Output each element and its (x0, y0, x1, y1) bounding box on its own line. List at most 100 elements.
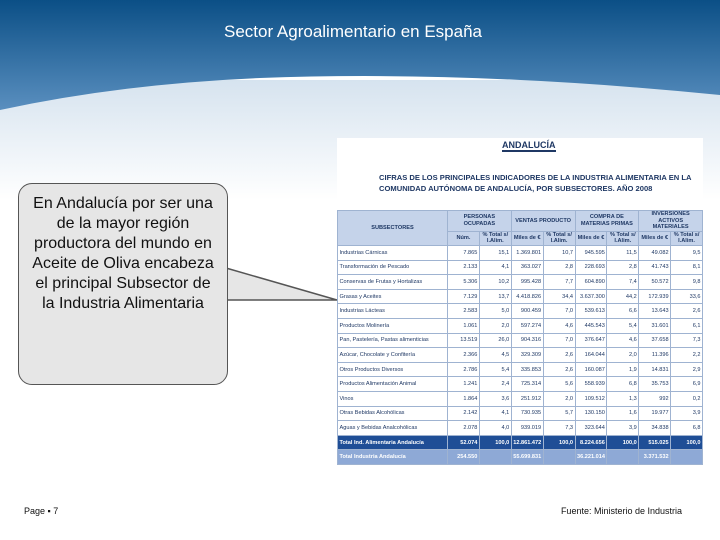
cell-value: 11.396 (638, 347, 672, 363)
cell-value: 7,3 (670, 332, 703, 349)
cell-value: 100,0 (478, 434, 512, 451)
cell-value: 2.583 (447, 303, 480, 320)
cell-value: 604.890 (574, 274, 608, 290)
table-row: Transformación de Pescado 2.133 4,1 363.027… (337, 259, 703, 276)
cell-value: 5.306 (447, 274, 480, 290)
subheader: Miles de € (638, 230, 672, 247)
subsector-name: Vinos (337, 391, 448, 407)
cell-value: 2.366 (447, 347, 480, 363)
cell-value: 3,9 (670, 405, 703, 422)
cell-value: 5,4 (478, 361, 512, 378)
subsector-name: Otras Bebidas Alcohólicas (337, 405, 448, 422)
cell-value: 6,6 (606, 303, 640, 320)
cell-value: 2,9 (670, 361, 703, 378)
cell-value: 130.150 (574, 405, 608, 422)
cell-value: 5,6 (542, 376, 576, 393)
table-row: Productos Molinería 1.061 2,0 597.274 4,6 445… (337, 318, 703, 334)
table-row: Industrias Cárnicas 7.865 15,1 1.369.801 10,… (337, 245, 703, 261)
subheader: % Total s/ I.Alim. (542, 230, 576, 247)
cell-value: 4,1 (478, 405, 512, 422)
cell-value: 10,2 (478, 274, 512, 290)
cell-value: 5,0 (478, 303, 512, 320)
header-row: SUBSECTORES PERSONAS OCUPADAS VENTAS PRODU… (337, 209, 703, 247)
cell-value: 515.025 (638, 434, 672, 451)
subsector-name: Aguas y Bebidas Analcohólicas (337, 420, 448, 436)
subsector-name: Total Ind. Alimentaria Andalucía (337, 434, 448, 451)
cell-value: 1,3 (606, 391, 640, 407)
cell-value: 904.316 (510, 332, 544, 349)
cell-value: 335.853 (510, 361, 544, 378)
subsector-name: Otros Productos Diversos (337, 361, 448, 378)
cell-value: 900.459 (510, 303, 544, 320)
cell-value: 36.221.014 (574, 449, 608, 465)
cell-value: 254.550 (447, 449, 480, 465)
cell-value: 2,6 (542, 361, 576, 378)
subsector-name: Pan, Pastelería, Pastas alimenticias (337, 332, 448, 349)
subheader: Miles de € (574, 230, 608, 247)
cell-value: 7,0 (542, 303, 576, 320)
cell-value: 10,7 (542, 245, 576, 261)
cell-value: 4,6 (542, 318, 576, 334)
cell-value: 37.658 (638, 332, 672, 349)
subheader: Miles de € (510, 230, 544, 247)
cell-value: 597.274 (510, 318, 544, 334)
cell-value: 44,2 (606, 288, 640, 305)
cell-value: 4,6 (606, 332, 640, 349)
cell-value: 558.939 (574, 376, 608, 393)
cell-value: 1,6 (606, 405, 640, 422)
cell-value: 2,8 (542, 259, 576, 276)
cell-value: 100,0 (542, 434, 576, 451)
subheader-row: Núm.% Total s/ I.Alim. Miles de €% Total … (338, 230, 703, 247)
cell-value: 14.831 (638, 361, 672, 378)
cell-value: 2,8 (606, 259, 640, 276)
group-header: VENTAS PRODUCTO (510, 210, 576, 232)
group-header: COMPRA DE MATERIAS PRIMAS (574, 210, 640, 232)
subsector-name: Azúcar, Chocolate y Confitería (337, 347, 448, 363)
cell-value: 33,6 (670, 288, 703, 305)
cell-value: 6,9 (670, 376, 703, 393)
cell-value: 2,0 (478, 318, 512, 334)
subsector-name: Transformación de Pescado (337, 259, 448, 276)
cell-value: 100,0 (606, 434, 640, 451)
subsector-name: Productos Molinería (337, 318, 448, 334)
subsector-name: Grasas y Aceites (337, 288, 448, 305)
group-header: INVERSIONES ACTIVOS MATERIALES (638, 210, 703, 232)
subsector-name: Conservas de Frutas y Hortalizas (337, 274, 448, 290)
cell-value: 41.743 (638, 259, 672, 276)
subsector-name: Industrias Cárnicas (337, 245, 448, 261)
cell-value: 35.753 (638, 376, 672, 393)
cell-value: 31.601 (638, 318, 672, 334)
page-number: Page ▪ 7 (24, 506, 59, 516)
cell-value: 1.241 (447, 376, 480, 393)
cell-value: 4.418.826 (510, 288, 544, 305)
cell-value: 6,8 (670, 420, 703, 436)
cell-value: 13,7 (478, 288, 512, 305)
cell-value: 2,6 (670, 303, 703, 320)
cell-value (670, 449, 703, 465)
cell-value: 539.613 (574, 303, 608, 320)
cell-value (478, 449, 512, 465)
cell-value: 939.019 (510, 420, 544, 436)
callout: En Andalucía por ser una de la mayor reg… (18, 183, 228, 385)
group-header: PERSONAS OCUPADAS (447, 210, 512, 232)
subsector-name: Total Industria Andalucía (337, 449, 448, 465)
subheader: % Total s/ I.Alim. (606, 230, 640, 247)
cell-value: 3,9 (606, 420, 640, 436)
cell-value: 725.314 (510, 376, 544, 393)
cell-value: 945.595 (574, 245, 608, 261)
cell-value: 9,8 (670, 274, 703, 290)
table-row: Otras Bebidas Alcohólicas 2.142 4,1 730.935… (337, 405, 703, 422)
cell-value: 50.572 (638, 274, 672, 290)
table-row: Industrias Lácteas 2.583 5,0 900.459 7,0 539.… (337, 303, 703, 320)
cell-value: 109.512 (574, 391, 608, 407)
cell-value: 49.082 (638, 245, 672, 261)
cell-value: 8.224.656 (574, 434, 608, 451)
cell-value: 992 (638, 391, 672, 407)
data-table: SUBSECTORES PERSONAS OCUPADAS VENTAS PRODU… (337, 209, 703, 465)
cell-value: 160.087 (574, 361, 608, 378)
cell-value: 5,7 (542, 405, 576, 422)
cell-value: 995.428 (510, 274, 544, 290)
cell-value: 7,7 (542, 274, 576, 290)
cell-value: 7,4 (606, 274, 640, 290)
cell-value: 445.543 (574, 318, 608, 334)
